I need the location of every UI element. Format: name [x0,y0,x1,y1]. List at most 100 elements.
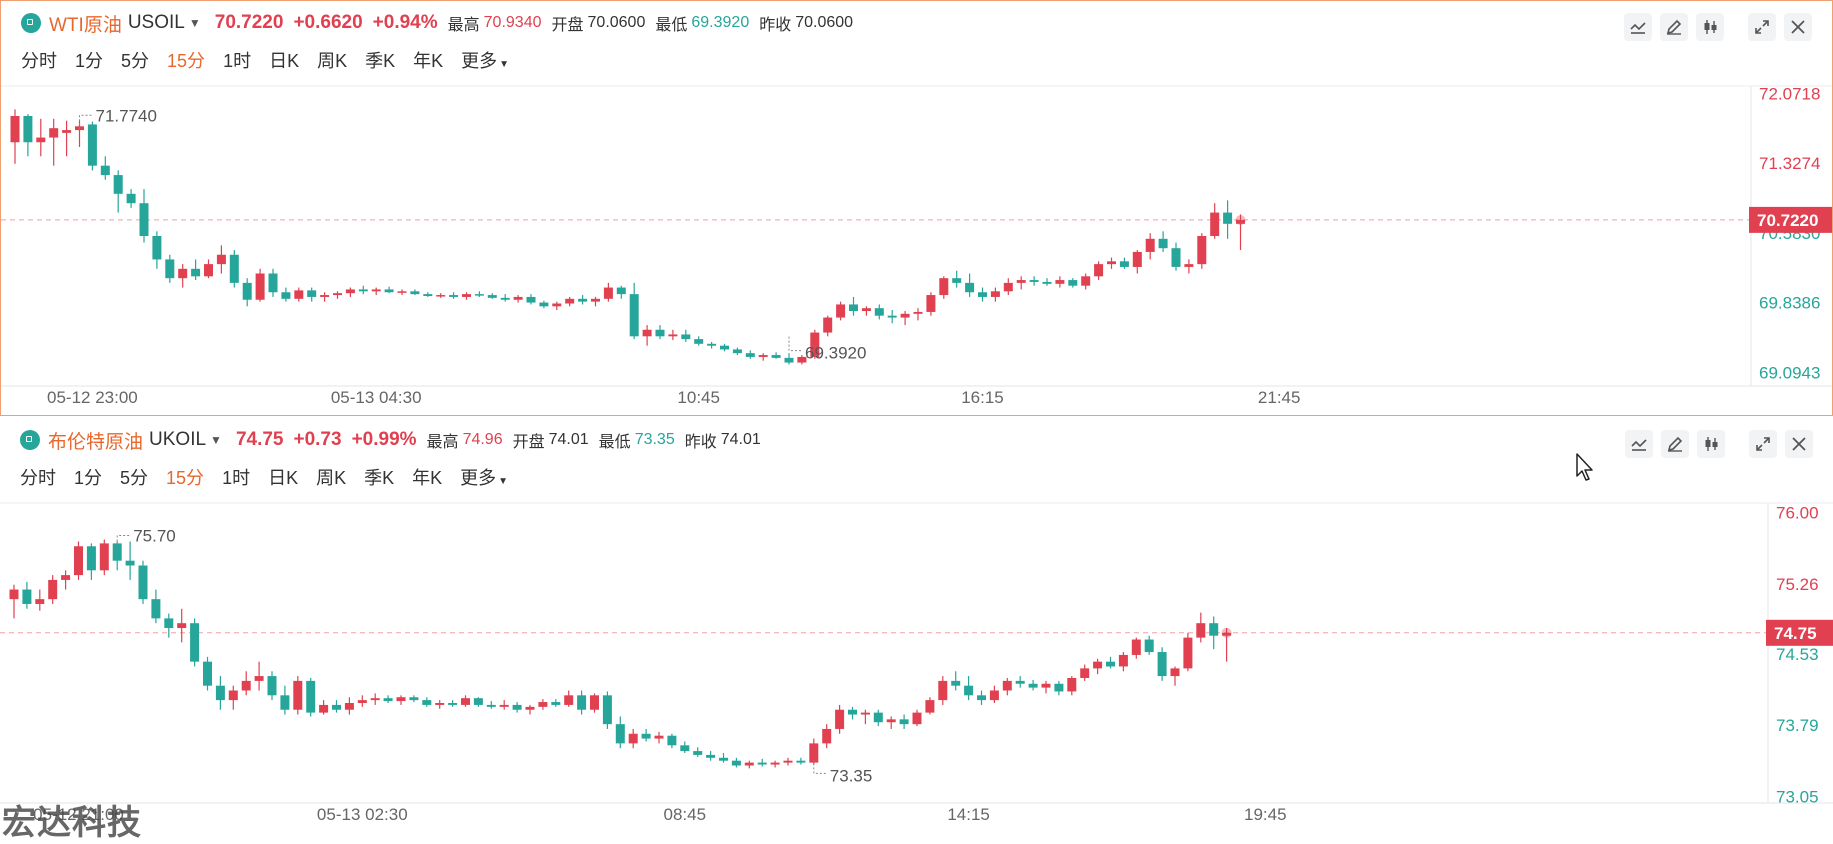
live-price-dot [1221,627,1232,638]
expand-icon [1755,20,1769,34]
candle-body [215,685,225,701]
candle-body [783,760,793,763]
close-button[interactable] [1785,430,1813,458]
tab-timeframe[interactable]: 日K [268,468,299,488]
candle-body [499,704,509,707]
candle-body [48,579,58,600]
tab-timeframe[interactable]: 1分 [75,51,104,71]
candle-body [1210,212,1220,236]
price-change-pct: +0.99% [351,429,417,450]
candle-body [822,728,832,744]
tab-timeframe[interactable]: 年K [413,51,444,71]
candle-body [899,719,909,725]
candle-body [268,273,278,293]
candle-body [770,762,780,765]
prev-close-value: 74.01 [720,431,761,448]
candle-body [23,116,33,143]
draw-button[interactable] [1661,430,1689,458]
candle-body [654,735,664,739]
candle-body [99,543,109,571]
symbol-name[interactable]: 布伦特原油 [48,431,144,453]
candle-body [448,703,458,705]
candle-body [628,733,638,744]
candle-body [965,282,975,293]
brent-candlestick-chart[interactable]: 76.00 75.26 74.53 73.79 73.05 05-12 21:00 05-1… [0,418,1833,834]
tab-timeframe[interactable]: 年K [412,468,443,488]
tab-timeframe[interactable]: 季K [365,51,396,71]
x-tick-label: 05-13 02:30 [317,805,408,824]
wti-chart-panel: WTI原油 USOIL ▼ 70.7220 +0.6620 +0.94% 最高 … [0,0,1833,416]
candle-body [383,698,393,702]
high-value: 74.96 [462,431,503,448]
candle-body [87,124,97,166]
candle-body [642,329,652,337]
symbol-name[interactable]: WTI原油 [49,14,122,36]
candle-body [190,623,200,662]
candle-body [113,175,123,194]
tab-timeframe-active[interactable]: 15分 [167,51,206,71]
symbol-dropdown-icon[interactable]: ▼ [210,433,222,447]
tab-timeframe[interactable]: 5分 [121,51,150,71]
tab-timeframe[interactable]: 5分 [120,468,149,488]
tab-timeframe[interactable]: 分时 [21,51,57,71]
tab-timeframe[interactable]: 分时 [20,468,56,488]
candle-body [306,680,316,713]
watermark: 宏达科技 [2,804,142,842]
tab-timeframe[interactable]: 1时 [223,51,252,71]
candle-body [357,700,367,703]
high-value: 70.9340 [483,14,542,31]
candle-body [1067,678,1077,692]
candle-body [1157,652,1167,677]
tab-timeframe[interactable]: 1时 [222,468,251,488]
tab-timeframe[interactable]: 周K [317,51,348,71]
candle-body [731,760,741,766]
tab-timeframe[interactable]: 日K [269,51,300,71]
candle-body [1183,637,1193,669]
candle-body [165,259,175,279]
symbol-dropdown-icon[interactable]: ▼ [188,16,201,30]
tab-timeframe[interactable]: 1分 [74,468,103,488]
candle-body [293,680,303,710]
y-tick-label: 69.0943 [1759,363,1820,382]
candle-body [9,589,19,600]
wti-candlestick-chart[interactable]: 72.071871.327470.583069.838669.094305-12… [1,1,1832,415]
open-value: 70.0600 [587,14,646,31]
last-price: 74.75 [235,429,284,450]
indicator-button[interactable] [1624,13,1652,41]
max-value-label: 75.70 [133,526,176,545]
tab-timeframe-active[interactable]: 15分 [166,468,205,488]
candle-body [565,298,575,304]
tab-timeframe[interactable]: 周K [316,468,347,488]
candle-body [707,343,717,346]
candle-type-button[interactable] [1696,13,1724,41]
candle-type-button[interactable] [1697,430,1725,458]
candle-body [964,685,974,696]
indicator-button[interactable] [1625,430,1653,458]
candle-body [370,698,380,701]
x-tick-label: 10:45 [677,388,720,407]
draw-button[interactable] [1660,13,1688,41]
close-icon [1791,20,1805,34]
y-tick-label: 76.00 [1776,504,1819,523]
candle-body [989,690,999,701]
expand-button[interactable] [1749,430,1777,458]
candle-body [667,735,677,746]
candle-body [138,565,148,600]
candle-body [1029,280,1039,282]
x-tick-label: 05-12 21:00 [33,805,124,824]
max-marker-line [79,114,94,130]
candle-body [641,733,651,739]
candle-body [1197,236,1207,265]
symbol-code[interactable]: UKOIL [149,429,207,450]
x-tick-label: 08:45 [664,805,707,824]
close-button[interactable] [1784,13,1812,41]
tab-timeframe[interactable]: 季K [364,468,395,488]
candle-body [139,203,149,236]
symbol-code[interactable]: USOIL [127,12,185,33]
tab-more[interactable]: 更多 ▼ [461,47,509,73]
candle-body [49,128,59,138]
brent-chart-panel: 布伦特原油 UKOIL ▼ 74.75 +0.73 +0.99% 最高 74.9… [0,418,1833,834]
candle-body [1094,264,1104,277]
expand-button[interactable] [1748,13,1776,41]
tab-more[interactable]: 更多 ▼ [460,464,508,490]
